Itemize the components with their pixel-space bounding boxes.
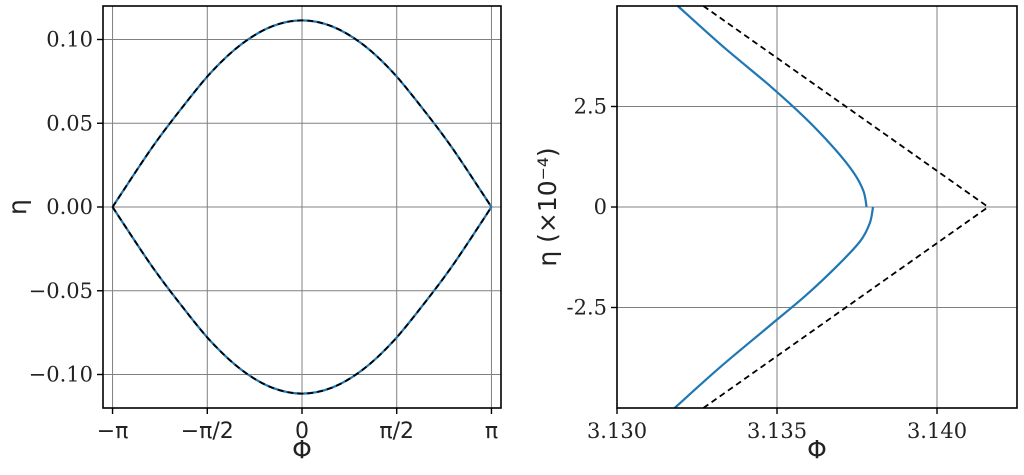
right-ticks: 3.130 3.135 3.140 2.5 0 -2.5 xyxy=(567,95,968,444)
left-x-tick-label: −π xyxy=(97,419,129,444)
left-ticks: −π −π/2 0 π/2 π 0.10 0.05 0.00 −0.05 −0.10 xyxy=(29,28,498,445)
left-dashed-series-2 xyxy=(111,19,493,208)
right-curves xyxy=(673,5,989,409)
left-curves xyxy=(111,19,493,395)
left-y-tick-label: 0.05 xyxy=(46,111,93,135)
right-chart-panel: 3.130 3.135 3.140 2.5 0 -2.5 Φ η (×10⁻⁴) xyxy=(533,5,1018,464)
right-dashed-series-3 xyxy=(702,206,989,409)
left-gridlines xyxy=(103,6,501,408)
right-y-axis-label: η (×10⁻⁴) xyxy=(533,147,562,266)
right-y-tick-label: 2.5 xyxy=(574,95,607,119)
right-y-tick-label: -2.5 xyxy=(567,296,608,320)
left-y-axis-label: η xyxy=(3,199,32,215)
left-x-tick-label: 0 xyxy=(295,419,309,444)
left-y-tick-label: −0.05 xyxy=(29,279,93,303)
right-x-axis-label: Φ xyxy=(807,435,827,464)
left-x-tick-label: π/2 xyxy=(379,419,414,444)
right-dashed-series-2 xyxy=(702,5,989,208)
right-solid-series-1 xyxy=(673,206,875,409)
left-y-tick-label: 0.10 xyxy=(46,28,93,52)
right-y-tick-label: 0 xyxy=(594,195,607,219)
right-x-tick-label: 3.135 xyxy=(747,419,807,443)
left-x-tick-label: −π/2 xyxy=(181,419,234,444)
left-y-tick-label: −0.10 xyxy=(29,363,93,387)
right-x-tick-label: 3.130 xyxy=(587,419,647,443)
left-dashed-series-3 xyxy=(111,206,493,395)
left-x-tick-label: π xyxy=(485,419,498,444)
left-y-tick-label: 0.00 xyxy=(46,195,93,219)
left-x-axis-label: Φ xyxy=(292,435,312,464)
right-solid-series-0 xyxy=(677,5,868,208)
right-x-tick-label: 3.140 xyxy=(907,419,967,443)
right-gridlines xyxy=(616,6,1017,408)
left-chart-panel: −π −π/2 0 π/2 π 0.10 0.05 0.00 −0.05 −0.10 Φ η xyxy=(3,5,502,464)
